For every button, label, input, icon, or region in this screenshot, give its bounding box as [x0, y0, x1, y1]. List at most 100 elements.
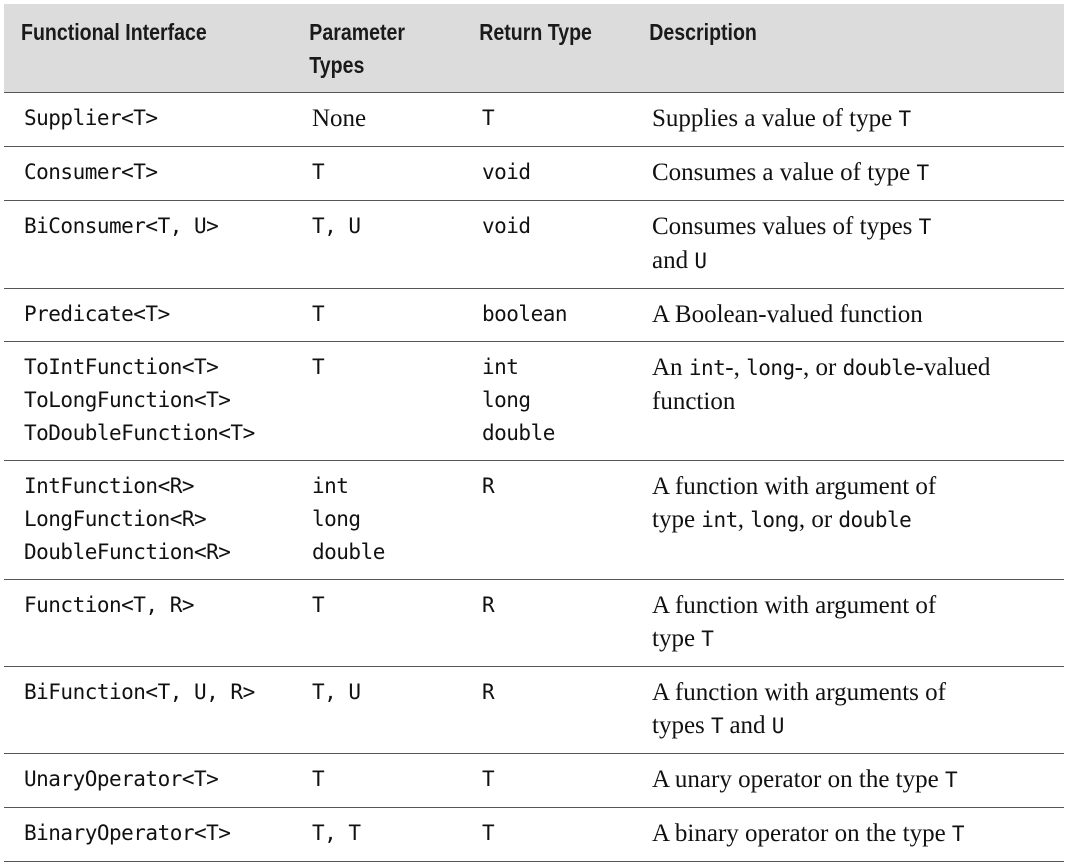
description-cell: A Boolean-valued function — [634, 288, 1064, 342]
return-type-cell: T — [464, 92, 634, 147]
parameter-types-cell: T, U — [294, 666, 464, 754]
return-type-cell: T — [464, 807, 634, 862]
interface-cell-line: Function<T, R> — [24, 592, 195, 617]
description-line: Supplies a value of type T — [652, 102, 1054, 136]
interface-cell-line: Supplier<T> — [24, 105, 158, 130]
description-cell: An int-, long-, or double-valued function — [634, 341, 1064, 461]
return-type-cell-line: R — [482, 679, 495, 704]
table-row: UnaryOperator<T> T T A unary operator on th… — [4, 753, 1064, 808]
parameter-types-cell-line: double — [312, 539, 385, 564]
header-parameter-types-line: Types — [309, 52, 365, 78]
description-line: A binary operator on the type T — [652, 817, 1054, 851]
description-text: A function with argument of — [652, 591, 937, 619]
description-cell: A function with arguments of types T and … — [634, 666, 1064, 754]
description-text: A Boolean-valued function — [652, 300, 923, 328]
parameter-types-cell-line: T, T — [312, 820, 361, 845]
return-type-cell-line: int — [482, 354, 519, 379]
code-term: double — [842, 355, 916, 380]
functional-interfaces-table: Functional Interface Parameter Types Ret… — [4, 4, 1064, 862]
interface-cell-line: ToLongFunction<T> — [24, 387, 231, 412]
return-type-cell-line: void — [482, 159, 531, 184]
return-type-cell-line: T — [482, 766, 495, 791]
parameter-types-cell-line: T — [312, 766, 325, 791]
header-description: Description — [634, 4, 1000, 93]
description-text: type — [652, 624, 702, 652]
description-cell: A unary operator on the type T — [634, 753, 1064, 808]
description-cell: Consumes a value of type T — [634, 146, 1064, 201]
parameter-types-cell: T — [294, 753, 464, 808]
parameter-types-cell: int long double — [294, 460, 464, 580]
description-text: and — [652, 246, 695, 274]
description-cell: A function with argument of type T — [634, 579, 1064, 667]
code-term: T — [916, 160, 930, 185]
interface-cell-line: BinaryOperator<T> — [24, 820, 231, 845]
table-row: ToIntFunction<T> ToLongFunction<T> ToDoubl… — [4, 341, 1064, 461]
table-header: Functional Interface Parameter Types Ret… — [4, 4, 1064, 93]
parameter-types-cell: T, U — [294, 200, 464, 289]
code-term: T — [951, 821, 965, 846]
interface-cell: BinaryOperator<T> — [4, 807, 294, 862]
parameter-types-cell-line: long — [312, 506, 361, 531]
description-text: function — [652, 387, 736, 415]
parameter-types-cell: T, T — [294, 807, 464, 862]
description-text: A unary operator on the type — [652, 765, 945, 793]
description-line: type int, long, or double — [652, 503, 1054, 537]
description-text: Supplies a value of type — [652, 104, 899, 132]
code-term: T — [701, 626, 714, 651]
return-type-cell-line: void — [482, 213, 531, 238]
return-type-cell-line: boolean — [482, 301, 568, 326]
code-term: T — [944, 767, 958, 792]
description-cell: A function with argument of type int, lon… — [634, 460, 1064, 580]
description-text: A binary operator on the type — [652, 819, 952, 847]
code-term: long — [750, 507, 799, 532]
table-row: Supplier<T> None T Supplies a value of type… — [4, 92, 1064, 147]
return-type-cell: T — [464, 753, 634, 808]
parameter-types-cell: T — [294, 341, 464, 461]
table-row: BiConsumer<T, U> T, U void Consumes values … — [4, 200, 1064, 289]
description-text: A function with arguments of — [652, 678, 946, 706]
description-text: Consumes a value of type — [652, 158, 917, 186]
parameter-types-cell-line: T, U — [312, 213, 361, 238]
return-type-cell-line: long — [482, 387, 531, 412]
parameter-types-cell: None — [294, 92, 464, 147]
interface-cell-line: ToIntFunction<T> — [24, 354, 219, 379]
interface-cell-line: LongFunction<R> — [24, 506, 207, 531]
return-type-cell: void — [464, 200, 634, 289]
description-line: A Boolean-valued function — [652, 298, 1054, 331]
description-text: Consumes values of types — [652, 212, 919, 240]
interface-cell: BiFunction<T, U, R> — [4, 666, 294, 754]
table-body: Supplier<T> None T Supplies a value of type… — [4, 92, 1064, 862]
description-line: A function with arguments of — [652, 676, 1054, 709]
return-type-cell: R — [464, 579, 634, 667]
description-text: , or — [798, 505, 839, 533]
parameter-types-cell-line: T — [312, 159, 325, 184]
table-row: BiFunction<T, U, R> T, U R A function with … — [4, 666, 1064, 754]
description-text: A function with argument of — [652, 472, 937, 500]
description-cell: A binary operator on the type T — [634, 807, 1064, 862]
code-term: U — [771, 713, 785, 738]
interface-cell-line: Consumer<T> — [24, 159, 158, 184]
header-row: Functional Interface Parameter Types Ret… — [4, 4, 1064, 93]
description-line: type T — [652, 622, 1054, 656]
interface-cell-line: BiFunction<T, U, R> — [24, 679, 255, 704]
description-text: -, — [725, 353, 747, 381]
return-type-cell: int long double — [464, 341, 634, 461]
description-text: An — [652, 353, 689, 381]
header-functional-interface: Functional Interface — [4, 4, 251, 93]
description-text: -, or — [794, 353, 843, 381]
description-text: and — [723, 711, 772, 739]
parameter-types-cell-line: T — [312, 301, 325, 326]
description-text: type — [652, 505, 702, 533]
description-text: , — [737, 505, 751, 533]
description-cell: Supplies a value of type T — [634, 92, 1064, 147]
header-parameter-types: Parameter Types — [294, 4, 439, 93]
code-term: double — [838, 507, 912, 532]
interface-cell: UnaryOperator<T> — [4, 753, 294, 808]
code-term: int — [688, 355, 726, 380]
parameter-types-cell: T — [294, 579, 464, 667]
parameter-types-cell-line: T — [312, 592, 325, 617]
